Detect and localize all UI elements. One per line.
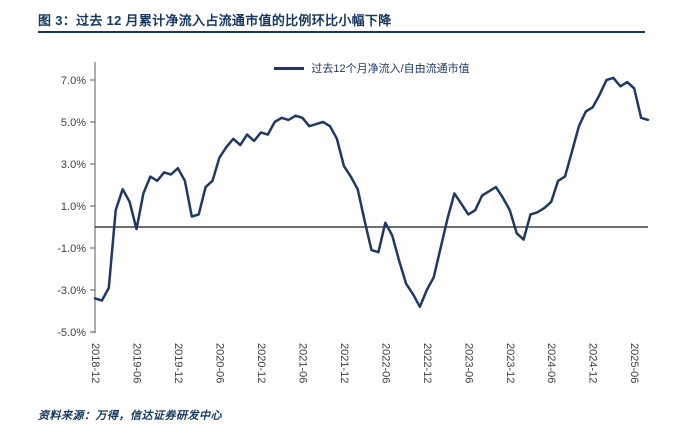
svg-text:2021-12: 2021-12	[338, 343, 350, 383]
svg-text:2020-06: 2020-06	[213, 343, 225, 383]
title-divider	[38, 31, 645, 33]
svg-text:2019-12: 2019-12	[172, 343, 184, 383]
legend-line-swatch	[274, 66, 305, 70]
svg-text:7.0%: 7.0%	[61, 75, 86, 87]
svg-text:5.0%: 5.0%	[61, 117, 86, 129]
svg-text:2019-06: 2019-06	[131, 343, 143, 383]
svg-text:2023-12: 2023-12	[504, 343, 516, 383]
legend-label: 过去12个月净流入/自由流通市值	[311, 63, 470, 75]
chart-area: 过去12个月净流入/自由流通市值 7.0% 5.0% 3.0% 1.0% -1.0% -3…	[0, 50, 680, 402]
svg-text:2023-06: 2023-06	[462, 343, 474, 383]
svg-text:2022-06: 2022-06	[379, 343, 391, 383]
figure-title: 图 3：过去 12 月累计净流入占流通市值的比例环比小幅下降	[38, 13, 392, 28]
svg-text:2022-12: 2022-12	[421, 343, 433, 383]
svg-text:-3.0%: -3.0%	[57, 285, 86, 297]
svg-text:-5.0%: -5.0%	[57, 327, 86, 339]
svg-text:2025-06: 2025-06	[628, 343, 640, 383]
source-note: 资料来源：万得，信达证券研发中心	[38, 410, 222, 422]
chart-legend: 过去12个月净流入/自由流通市值	[32, 60, 680, 76]
svg-text:-1.0%: -1.0%	[57, 243, 86, 255]
svg-text:1.0%: 1.0%	[61, 201, 86, 213]
svg-text:2018-12: 2018-12	[89, 343, 101, 383]
svg-text:2021-06: 2021-06	[296, 343, 308, 383]
svg-text:2024-06: 2024-06	[545, 343, 557, 383]
svg-text:2020-12: 2020-12	[255, 343, 267, 383]
line-chart: 7.0% 5.0% 3.0% 1.0% -1.0% -3.0% -5.0%2018-12 20…	[57, 62, 650, 383]
svg-text:3.0%: 3.0%	[61, 159, 86, 171]
svg-text:2024-12: 2024-12	[587, 343, 599, 383]
